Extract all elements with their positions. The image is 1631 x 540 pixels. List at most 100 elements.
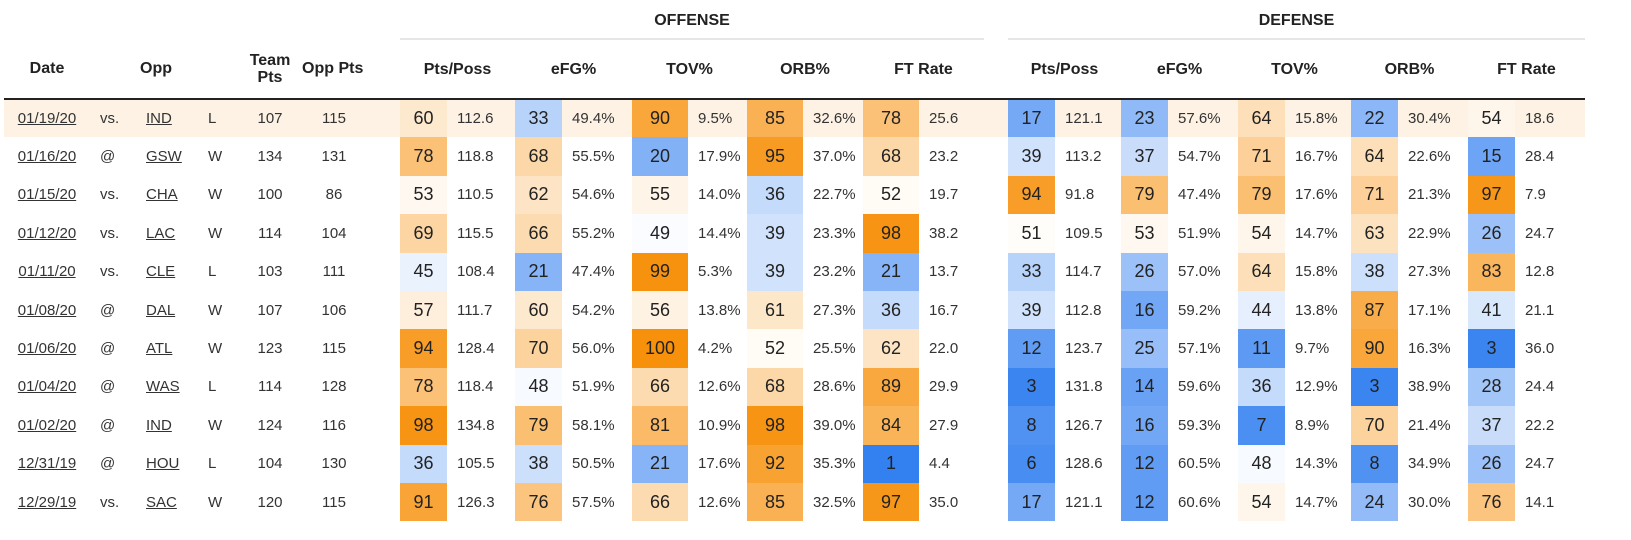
home-away-cell: vs. bbox=[100, 224, 120, 242]
opponent-cell-link[interactable]: ATL bbox=[146, 340, 173, 358]
opponent-cell[interactable]: WAS bbox=[124, 368, 202, 406]
date-cell[interactable]: 01/19/20 bbox=[4, 99, 90, 138]
opponent-cell-link[interactable]: CHA bbox=[146, 186, 178, 204]
opponent-cell-link[interactable]: HOU bbox=[146, 455, 180, 473]
date-cell-link[interactable]: 01/11/20 bbox=[18, 263, 76, 281]
off-efg-percentile: 38 bbox=[515, 444, 562, 483]
home-away-cell: @ bbox=[100, 455, 116, 473]
off-tov-percentile: 99 bbox=[632, 252, 688, 291]
def-orb-percentile: 64 bbox=[1351, 137, 1398, 176]
date-cell-link[interactable]: 01/12/20 bbox=[17, 224, 77, 242]
date-cell[interactable]: 01/16/20 bbox=[4, 137, 90, 175]
date-cell-link[interactable]: 01/06/20 bbox=[17, 340, 77, 358]
opponent-cell-link[interactable]: DAL bbox=[146, 301, 176, 319]
date-cell[interactable]: 01/02/20 bbox=[4, 406, 90, 444]
def-tov-percentile: 64 bbox=[1238, 99, 1285, 138]
opponent-cell[interactable]: DAL bbox=[124, 291, 202, 329]
def-efg-percentile: 53 bbox=[1121, 214, 1168, 253]
def-ft-rate-value: 24.7 bbox=[1525, 224, 1555, 242]
opponent-cell[interactable]: ATL bbox=[124, 329, 202, 367]
opponent-cell-link[interactable]: LAC bbox=[146, 224, 176, 242]
off-tov-percentile: 55 bbox=[632, 175, 688, 215]
date-cell[interactable]: 01/11/20 bbox=[4, 253, 90, 291]
off-efg-percentile: 79 bbox=[515, 406, 562, 445]
off-orb-header[interactable]: ORB% bbox=[747, 39, 863, 100]
date-cell-link[interactable]: 01/15/20 bbox=[17, 186, 77, 204]
date-cell[interactable]: 12/31/19 bbox=[4, 445, 90, 483]
opponent-cell[interactable]: CHA bbox=[124, 176, 202, 214]
off-orb-value: 22.7% bbox=[813, 186, 856, 204]
date-cell-link[interactable]: 01/02/20 bbox=[17, 416, 77, 434]
opponent-cell[interactable]: GSW bbox=[124, 137, 202, 175]
date-cell[interactable]: 12/29/19 bbox=[4, 483, 90, 521]
date-cell-link[interactable]: 01/16/20 bbox=[17, 148, 77, 166]
spacer-cell bbox=[370, 176, 400, 214]
offense-group-header: OFFENSE bbox=[400, 0, 984, 40]
def-tov-percentile: 54 bbox=[1238, 214, 1285, 253]
off-efg-header[interactable]: eFG% bbox=[515, 39, 632, 100]
off-tov-value: 12.6% bbox=[698, 378, 741, 396]
off-ft-rate-percentile: 21 bbox=[863, 252, 919, 291]
def-efg-percentile: 25 bbox=[1121, 329, 1168, 368]
spacer-cell bbox=[984, 137, 1008, 175]
table-row: 01/11/20 vs. CLE L 103 111 45 108.4 21 47.4% 99 5.3… bbox=[4, 252, 1585, 291]
def-ft-rate-percentile: 76 bbox=[1468, 482, 1515, 522]
opponent-cell-link[interactable]: SAC bbox=[146, 493, 177, 511]
date-cell-link[interactable]: 12/31/19 bbox=[17, 455, 77, 473]
def-pts-poss-percentile: 17 bbox=[1008, 99, 1055, 138]
def-efg-header[interactable]: eFG% bbox=[1121, 39, 1238, 100]
opponent-cell-link[interactable]: CLE bbox=[146, 263, 176, 281]
team-pts-cell: 120 bbox=[257, 493, 283, 511]
date-cell[interactable]: 01/12/20 bbox=[4, 214, 90, 252]
def-orb-value: 16.3% bbox=[1408, 340, 1451, 358]
opponent-cell[interactable]: IND bbox=[124, 99, 202, 138]
off-orb-percentile: 39 bbox=[747, 252, 803, 291]
spacer-cell bbox=[984, 291, 1008, 329]
opponent-cell[interactable]: LAC bbox=[124, 214, 202, 252]
opponent-cell[interactable]: HOU bbox=[124, 445, 202, 483]
off-tov-header[interactable]: TOV% bbox=[632, 39, 747, 100]
opponent-cell-link[interactable]: IND bbox=[146, 110, 172, 128]
def-pts-poss-value: 123.7 bbox=[1065, 340, 1103, 358]
date-cell[interactable]: 01/06/20 bbox=[4, 329, 90, 367]
def-orb-percentile: 71 bbox=[1351, 175, 1398, 215]
def-ft-rate-header[interactable]: FT Rate bbox=[1468, 39, 1585, 100]
opponent-cell[interactable]: CLE bbox=[124, 253, 202, 291]
def-orb-value: 27.3% bbox=[1408, 263, 1451, 281]
team-pts-header[interactable]: Team Pts bbox=[242, 39, 298, 100]
def-efg-percentile: 12 bbox=[1121, 482, 1168, 522]
spacer-cell bbox=[984, 406, 1008, 444]
team-pts-cell: 124 bbox=[257, 416, 283, 434]
off-pts-poss-value: 128.4 bbox=[457, 340, 495, 358]
opponent-cell-link[interactable]: WAS bbox=[146, 378, 180, 396]
date-cell[interactable]: 01/04/20 bbox=[4, 368, 90, 406]
off-efg-value: 55.2% bbox=[572, 224, 615, 242]
opp-header[interactable]: Opp bbox=[124, 39, 202, 100]
date-cell[interactable]: 01/08/20 bbox=[4, 291, 90, 329]
date-cell-link[interactable]: 01/08/20 bbox=[17, 301, 77, 319]
def-orb-value: 30.0% bbox=[1408, 493, 1451, 511]
def-pts-poss-header[interactable]: Pts/Poss bbox=[1008, 39, 1121, 100]
date-header[interactable]: Date bbox=[4, 39, 90, 100]
opp-pts-cell: 115 bbox=[298, 99, 370, 138]
def-orb-header[interactable]: ORB% bbox=[1351, 39, 1468, 100]
off-pts-poss-value: 115.5 bbox=[457, 224, 494, 242]
off-tov-percentile: 49 bbox=[632, 214, 688, 253]
opponent-cell-link[interactable]: IND bbox=[146, 416, 172, 434]
opponent-cell[interactable]: IND bbox=[124, 406, 202, 444]
result-cell: W bbox=[208, 493, 223, 511]
home-away-cell: vs. bbox=[90, 99, 124, 138]
game-rows: 01/19/20 vs. IND L 107 115 60 112.6 33 49.4% 90 9.5… bbox=[4, 99, 1585, 522]
date-cell-link[interactable]: 01/04/20 bbox=[17, 378, 77, 396]
off-ft-rate-header[interactable]: FT Rate bbox=[863, 39, 984, 100]
off-pts-poss-header[interactable]: Pts/Poss bbox=[400, 39, 515, 100]
opponent-cell-link[interactable]: GSW bbox=[146, 148, 182, 166]
def-tov-header[interactable]: TOV% bbox=[1238, 39, 1351, 100]
def-efg-percentile: 16 bbox=[1121, 406, 1168, 445]
date-cell[interactable]: 01/15/20 bbox=[4, 176, 90, 214]
def-efg-value: 47.4% bbox=[1178, 186, 1221, 204]
opponent-cell[interactable]: SAC bbox=[124, 483, 202, 521]
opp-pts-header[interactable]: Opp Pts bbox=[298, 39, 370, 100]
date-cell-link[interactable]: 12/29/19 bbox=[17, 493, 77, 511]
date-cell-link[interactable]: 01/19/20 bbox=[17, 110, 77, 128]
